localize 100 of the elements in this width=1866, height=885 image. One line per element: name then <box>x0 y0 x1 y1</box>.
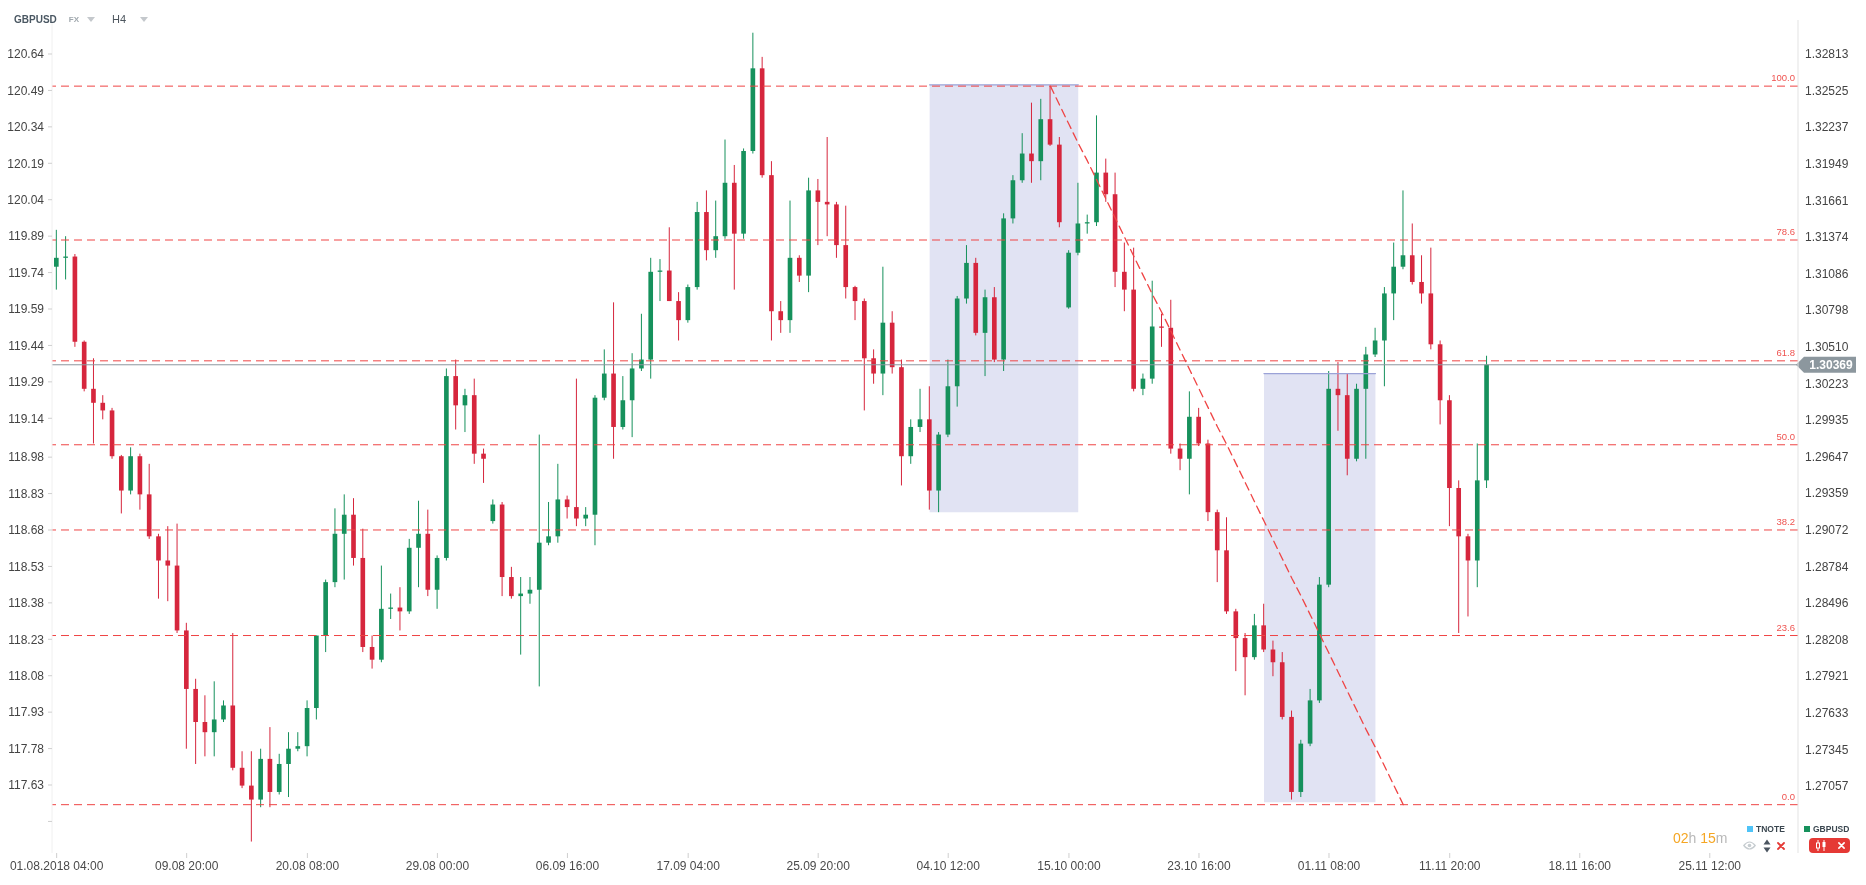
y-tick-label: 1.28208 <box>1805 632 1849 647</box>
y2-tick-label: 120.64 <box>7 47 45 62</box>
annotation: 61.8 <box>1776 346 1795 358</box>
y2-tick-label: 117.78 <box>8 741 45 756</box>
y2-tick-label: 119.59 <box>8 302 45 317</box>
candlestick <box>564 495 570 520</box>
candlestick <box>54 229 59 291</box>
y-tick-label: 1.28784 <box>1805 559 1849 574</box>
y2-tick-label: 119.14 <box>8 411 45 426</box>
y2-tick-label: 120.04 <box>7 192 45 207</box>
x-tick-label: 23.10 16:00 <box>1167 859 1231 873</box>
y-tick-label: 1.31086 <box>1805 266 1849 281</box>
x-tick-label: 11.11 20:00 <box>1418 859 1481 873</box>
y-tick-label: 1.27633 <box>1805 705 1849 720</box>
y2-tick-label: 120.34 <box>7 120 45 135</box>
y2-tick-label: 118.53 <box>8 559 45 574</box>
y2-tick-label: 118.08 <box>8 668 45 683</box>
annotation: 50.0 <box>1776 430 1795 442</box>
y-tick-label: 1.30798 <box>1805 303 1849 318</box>
y2-tick-label: 120.19 <box>7 156 45 171</box>
candlestick <box>1122 242 1127 312</box>
candlestick <box>778 300 784 334</box>
candlestick <box>1419 254 1424 305</box>
x-tick-label: 17.09 04:00 <box>656 859 721 873</box>
x-tick-label: 15.10 00:00 <box>1037 859 1101 873</box>
candlestick <box>546 501 551 546</box>
candlestick <box>1029 102 1034 184</box>
y2-tick-label: 119.44 <box>8 338 45 353</box>
annotation: H4 <box>112 13 127 25</box>
y-tick-label: 1.27057 <box>1805 779 1849 794</box>
candlestick <box>509 566 514 600</box>
candlestick <box>1400 189 1406 270</box>
candlestick <box>249 750 254 843</box>
ref-line-label: 1.30369 <box>1809 358 1854 373</box>
y-tick-label: 1.30510 <box>1805 340 1849 355</box>
y2-tick-label: 118.83 <box>8 486 45 501</box>
candlestick <box>416 500 421 588</box>
y-tick-label: 1.32525 <box>1805 83 1849 98</box>
y-tick-label: 1.32813 <box>1805 47 1849 62</box>
annotation: 02h 15m <box>1673 830 1728 846</box>
y2-tick-label: 119.74 <box>8 265 45 280</box>
candlestick <box>583 506 589 527</box>
candlestick <box>815 178 821 246</box>
y2-tick-label: 119.29 <box>8 375 45 390</box>
y2-tick-label: 118.23 <box>8 632 45 647</box>
y2-tick-label: 118.68 <box>8 523 45 538</box>
x-tick-label: 04.10 12:00 <box>916 859 981 873</box>
candlestick <box>295 731 301 752</box>
candlestick <box>1103 158 1109 203</box>
annotation: 0.0 <box>1781 790 1795 802</box>
legend-label: GBPUSD <box>1813 824 1850 834</box>
y2-tick-label: 118.38 <box>8 596 45 611</box>
candlestick <box>917 388 923 433</box>
y2-tick-label: 117.63 <box>8 778 45 793</box>
y-tick-label: 1.32237 <box>1805 120 1849 135</box>
annotation: 38.2 <box>1776 515 1795 527</box>
candlestick <box>165 525 171 602</box>
x-tick-label: 09.08 20:00 <box>154 859 219 873</box>
x-tick-label: 25.09 20:00 <box>786 859 851 873</box>
chart-title: GBPUSD <box>14 13 57 25</box>
x-tick-label: 06.09 16:00 <box>535 859 600 873</box>
annotation: 78.6 <box>1776 226 1795 238</box>
y-tick-label: 1.31949 <box>1805 157 1849 172</box>
candlestick <box>713 200 719 259</box>
candlestick <box>574 378 579 527</box>
y-tick-label: 1.27921 <box>1805 669 1849 684</box>
x-tick-label: 18.11 16:00 <box>1548 859 1612 873</box>
x-tick-label: 29.08 00:00 <box>405 859 470 873</box>
y-tick-label: 1.28496 <box>1805 596 1849 611</box>
candlestick <box>676 291 681 341</box>
candlestick <box>481 448 486 484</box>
y2-tick-label: 119.89 <box>8 229 45 244</box>
y-tick-label: 1.29359 <box>1805 486 1849 501</box>
x-tick-label: 20.08 08:00 <box>275 859 340 873</box>
annotation: 23.6 <box>1776 621 1795 633</box>
y-tick-label: 1.31374 <box>1805 230 1849 245</box>
candlestick <box>91 357 96 444</box>
candlestick <box>100 394 106 420</box>
y2-tick-label: 118.98 <box>8 450 45 465</box>
y-tick-label: 1.31661 <box>1805 193 1849 208</box>
x-tick-label: 01.11 08:00 <box>1297 859 1361 873</box>
candlestick <box>221 699 226 723</box>
y2-tick-label: 117.93 <box>8 705 45 720</box>
y-tick-label: 1.29647 <box>1805 449 1849 464</box>
y-tick-label: 1.30223 <box>1805 376 1849 391</box>
candlestick <box>286 731 291 798</box>
legend-label: TNOTE <box>1756 824 1785 834</box>
y2-tick-label: 120.49 <box>7 83 45 98</box>
candlestick <box>871 348 876 385</box>
y-tick-label: 1.29072 <box>1805 522 1849 537</box>
candlestick <box>1159 313 1164 348</box>
annotation: 100.0 <box>1771 72 1795 84</box>
x-tick-label: 25.11 12:00 <box>1678 859 1742 873</box>
annotation: FX <box>68 14 80 24</box>
y-tick-label: 1.29935 <box>1805 413 1849 428</box>
y-tick-label: 1.27345 <box>1805 742 1849 757</box>
candlestick <box>341 493 347 581</box>
candlestick <box>211 680 217 757</box>
x-tick-label: 01.08.2018 04:00 <box>9 859 104 873</box>
candlestick <box>796 254 802 283</box>
